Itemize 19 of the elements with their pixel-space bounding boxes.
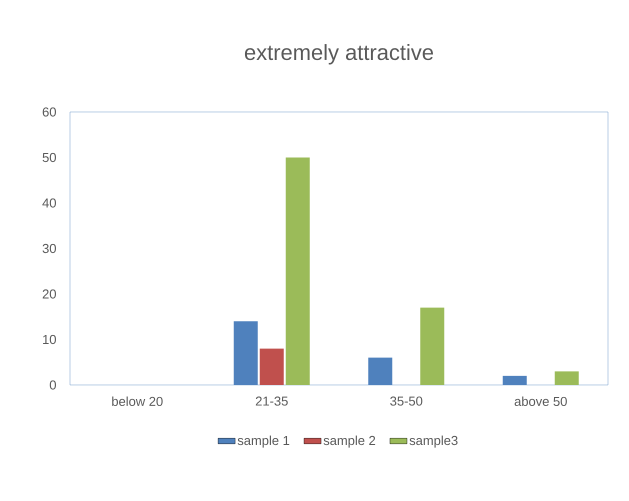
- y-tick-label: 0: [50, 380, 56, 390]
- y-tick-label: 50: [42, 152, 56, 162]
- bar: [260, 348, 284, 385]
- chart-title: extremely attractive: [244, 44, 434, 64]
- legend-label: sample3: [410, 436, 458, 448]
- y-tick-label: 30: [42, 244, 56, 254]
- x-tick-label: 35-50: [390, 396, 422, 406]
- x-tick-label: above 50: [514, 396, 567, 406]
- y-tick-label: 10: [43, 334, 56, 344]
- bar: [554, 371, 579, 385]
- x-tick-label: below 20: [112, 396, 163, 406]
- x-tick-label: 21-35: [256, 396, 288, 406]
- legend-label: sample 2: [324, 436, 376, 448]
- bar: [420, 308, 444, 385]
- bar: [286, 157, 310, 385]
- y-tick-label: 20: [42, 289, 56, 299]
- y-tick-label: 40: [42, 198, 56, 208]
- y-tick-label: 60: [42, 107, 56, 117]
- legend-label: sample 1: [238, 436, 290, 448]
